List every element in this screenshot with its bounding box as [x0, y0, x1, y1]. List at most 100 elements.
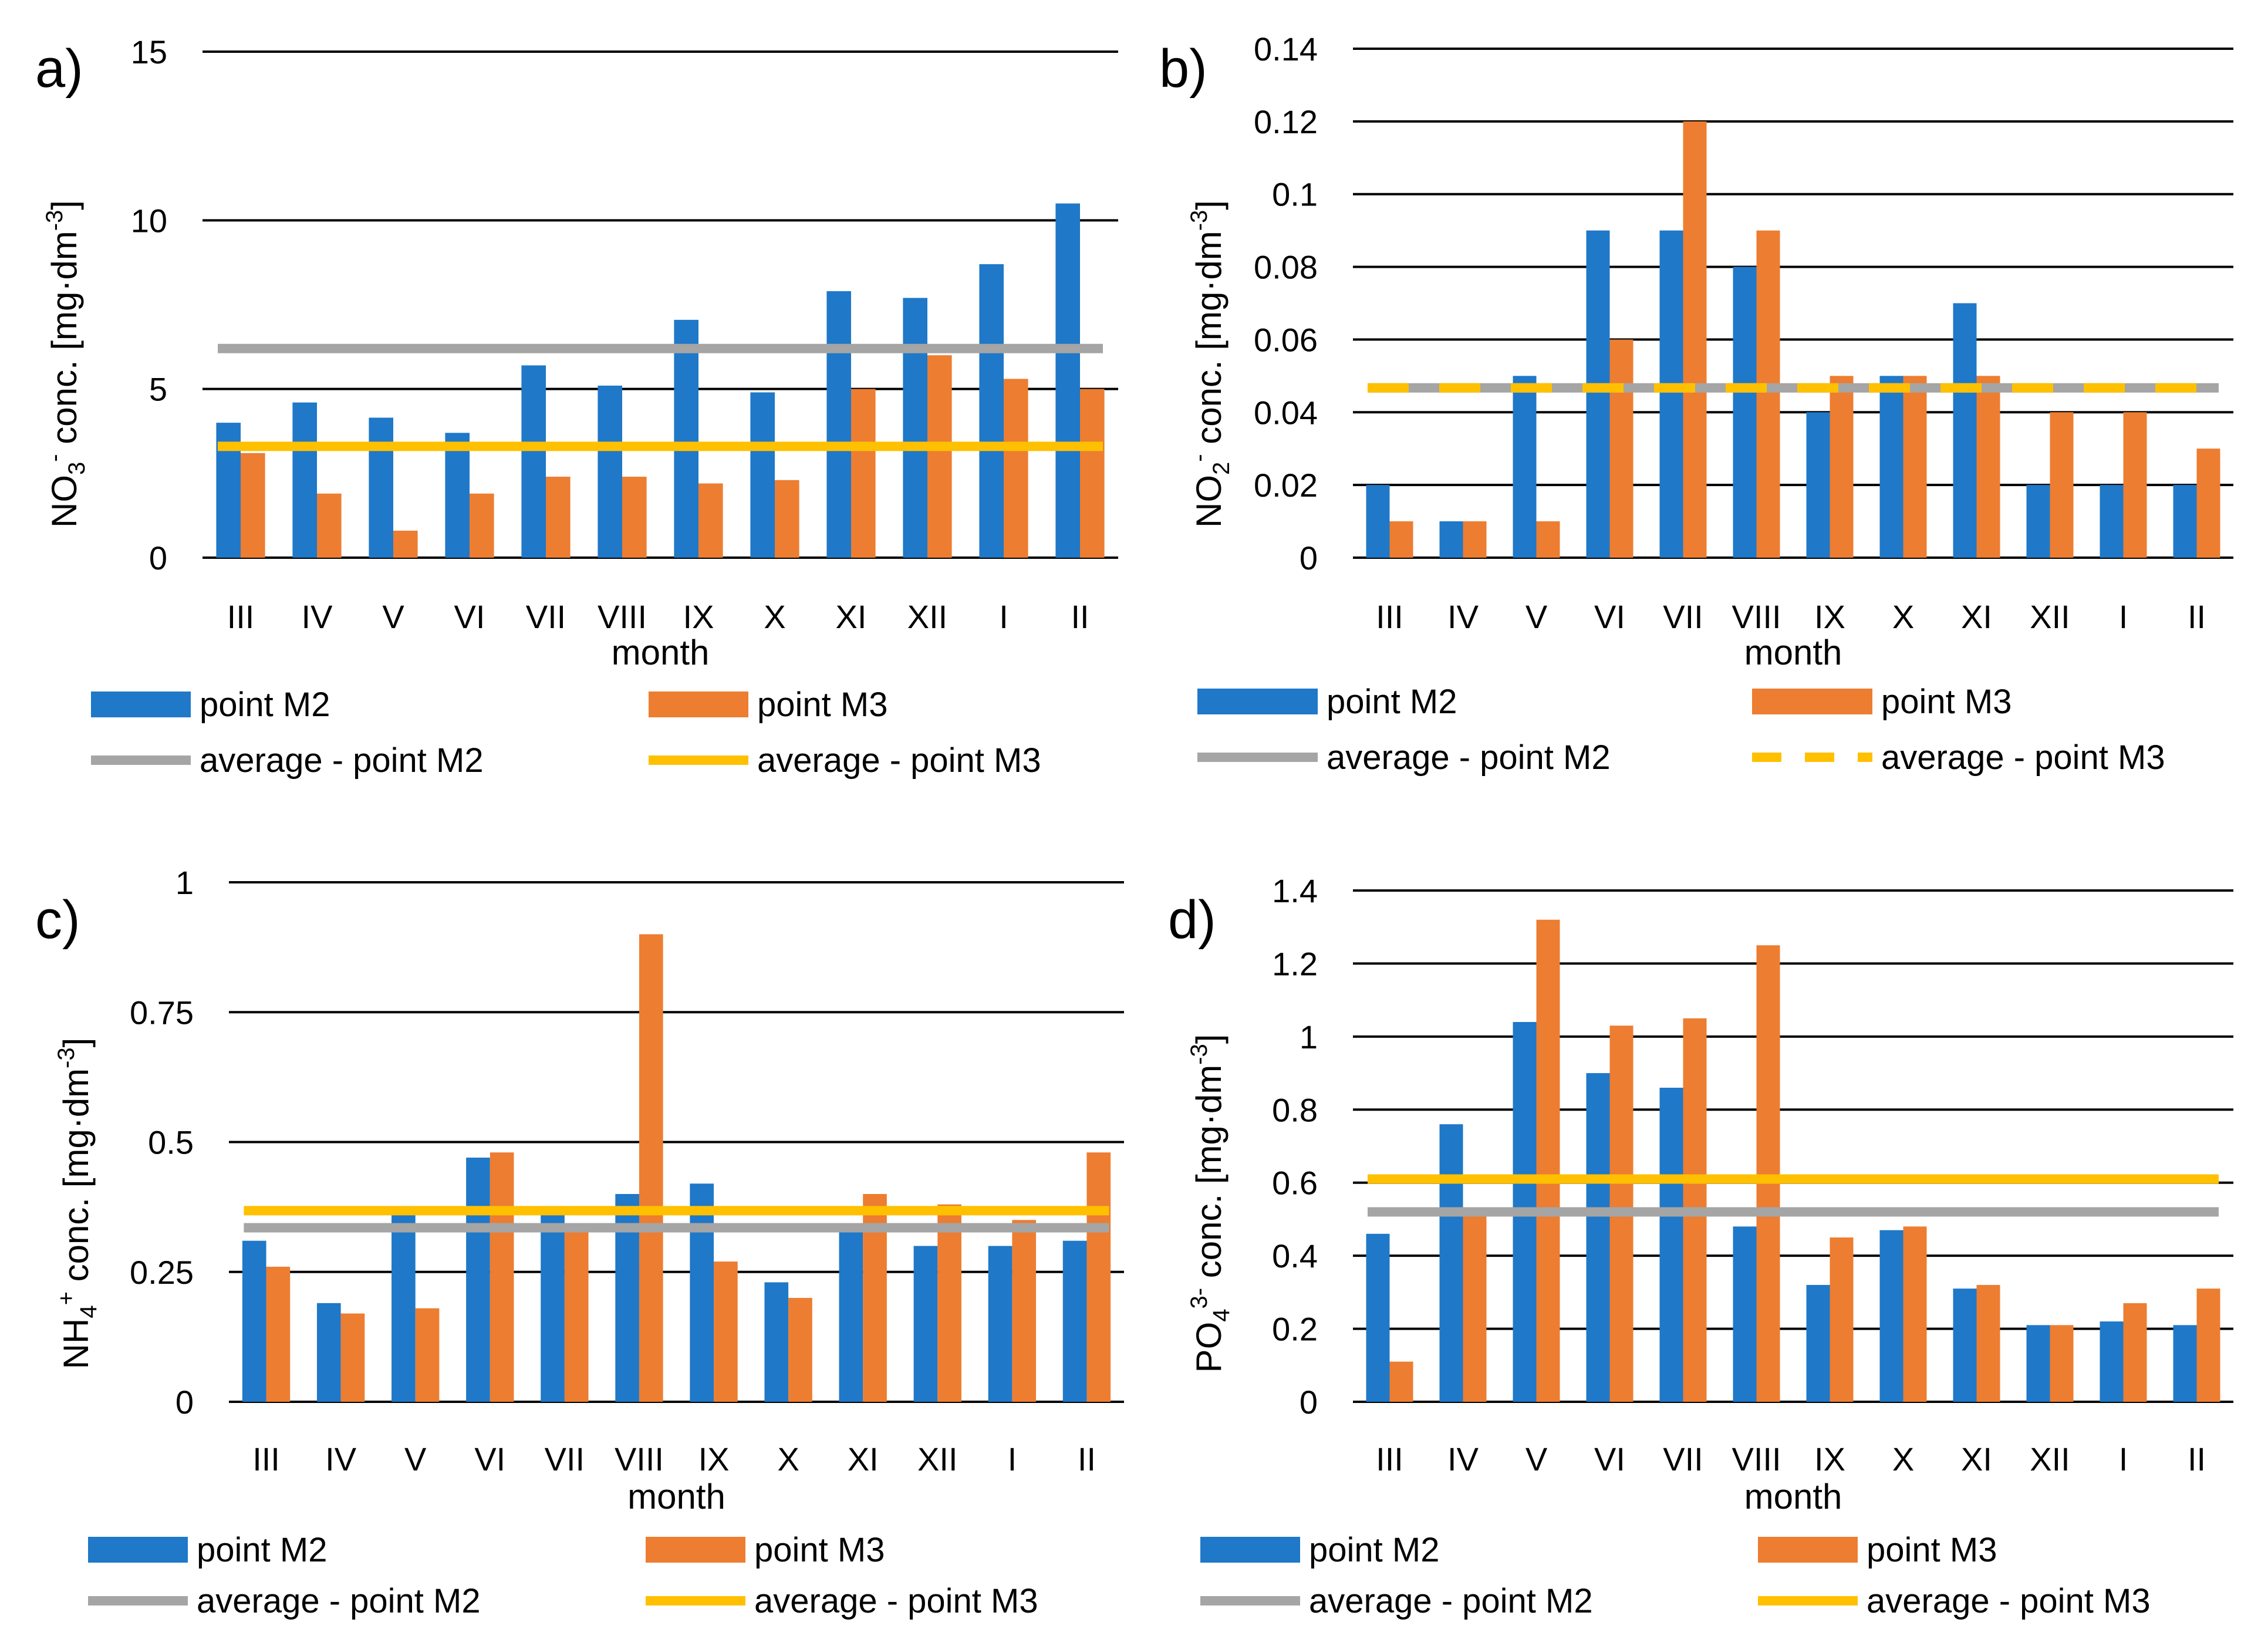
legend-average-m2-label: average - point M2: [1309, 1582, 1593, 1620]
bar-point-m3: [1389, 521, 1413, 558]
y-tick-label: 0.02: [1254, 467, 1318, 504]
panel-label: a): [35, 39, 83, 99]
bar-point-m2: [674, 319, 698, 558]
bar-point-m3: [1536, 521, 1560, 558]
x-tick-label: II: [2188, 598, 2206, 635]
bar-point-m2: [1586, 1073, 1610, 1402]
x-tick-label: I: [2119, 598, 2128, 635]
legend-point-m2-label: point M2: [1327, 683, 1457, 721]
bar-point-m3: [927, 355, 952, 558]
x-tick-label: XII: [2030, 598, 2070, 635]
x-tick-label: XII: [2030, 1441, 2070, 1478]
bar-point-m3: [1903, 1226, 1927, 1402]
bar-point-m3: [241, 453, 265, 558]
bar-point-m2: [988, 1246, 1013, 1402]
x-tick-label: X: [777, 1441, 799, 1478]
bar-point-m2: [292, 402, 317, 558]
legend-point-m3-swatch: [1752, 689, 1872, 714]
bar-point-m2: [1055, 203, 1080, 558]
x-tick-label: III: [1376, 1441, 1403, 1478]
bar-point-m3: [546, 477, 571, 558]
x-tick-label: V: [404, 1441, 427, 1478]
y-axis-title: NO3- conc. [mg·dm-3]: [42, 200, 90, 528]
bar-point-m2: [316, 1303, 341, 1402]
bar-point-m3: [564, 1230, 589, 1402]
bar-point-m2: [242, 1240, 266, 1402]
legend-average-m2-label: average - point M2: [197, 1582, 481, 1620]
bar-point-m3: [393, 531, 418, 558]
y-tick-label: 0.06: [1254, 321, 1318, 358]
bar-point-m3: [2123, 412, 2147, 558]
legend-point-m2-label: point M2: [197, 1531, 327, 1569]
bar-point-m3: [1756, 945, 1780, 1402]
x-tick-label: II: [1078, 1441, 1096, 1478]
x-tick-label: IV: [302, 598, 333, 635]
y-tick-label: 0.04: [1254, 394, 1318, 431]
bar-point-m2: [1659, 1087, 1683, 1402]
x-axis-title: month: [1744, 633, 1842, 672]
bar-point-m3: [1080, 389, 1105, 558]
x-tick-label: VI: [1594, 1441, 1625, 1478]
bar-point-m3: [2123, 1303, 2147, 1402]
bar-point-m2: [2100, 485, 2124, 558]
y-tick-label: 0.1: [1272, 176, 1318, 213]
y-tick-label: 0.2: [1272, 1311, 1318, 1348]
x-tick-label: IX: [1814, 1441, 1845, 1478]
y-tick-label: 1: [176, 864, 194, 901]
bar-point-m3: [639, 934, 663, 1402]
bar-point-m2: [1953, 303, 1977, 558]
legend-average-m3-label: average - point M3: [757, 741, 1041, 780]
x-tick-label: II: [2188, 1441, 2206, 1478]
bar-point-m3: [1389, 1361, 1413, 1402]
bar-point-m2: [369, 417, 393, 558]
bar-point-m2: [764, 1282, 789, 1402]
x-tick-label: III: [252, 1441, 280, 1478]
y-tick-label: 0.6: [1272, 1165, 1318, 1202]
x-tick-label: VII: [1663, 1441, 1703, 1478]
x-tick-label: XI: [848, 1441, 879, 1478]
bar-point-m2: [750, 392, 775, 558]
x-tick-label: VI: [1594, 598, 1625, 635]
bar-point-m3: [775, 480, 799, 558]
bar-point-m3: [340, 1313, 365, 1402]
bar-point-m3: [415, 1308, 440, 1402]
y-tick-label: 0.75: [130, 994, 194, 1031]
bar-point-m2: [1879, 1230, 1904, 1402]
legend-point-m3-swatch: [646, 1537, 745, 1563]
y-axis-title: PO43- conc. [mg·dm-3]: [1186, 1034, 1234, 1373]
x-tick-label: VIII: [1732, 598, 1781, 635]
bar-point-m2: [1439, 1124, 1463, 1402]
bar-point-m3: [2050, 1325, 2074, 1402]
x-tick-label: IV: [325, 1441, 357, 1478]
bar-point-m2: [1806, 1284, 1830, 1402]
y-tick-label: 0.4: [1272, 1237, 1318, 1274]
x-tick-label: VII: [545, 1441, 585, 1478]
bar-point-m2: [2026, 1325, 2050, 1402]
x-axis-title: month: [612, 633, 710, 672]
bar-point-m3: [2196, 1289, 2220, 1402]
bar-point-m3: [2050, 412, 2074, 558]
x-tick-label: VIII: [598, 598, 647, 635]
bar-point-m2: [1513, 376, 1537, 558]
bar-point-m3: [1012, 1220, 1037, 1402]
x-tick-label: XII: [907, 598, 947, 635]
x-tick-label: VII: [1663, 598, 1703, 635]
bar-point-m3: [1683, 121, 1707, 558]
x-tick-label: VI: [474, 1441, 505, 1478]
bar-point-m2: [903, 298, 927, 558]
bar-point-m3: [1463, 1212, 1487, 1402]
y-tick-label: 1.2: [1272, 945, 1318, 982]
bar-point-m2: [445, 433, 470, 558]
panel-label: c): [35, 890, 80, 950]
bar-point-m3: [490, 1152, 514, 1402]
bar-point-m3: [851, 389, 876, 558]
bar-point-m2: [1366, 485, 1390, 558]
legend-average-m3-label: average - point M3: [1867, 1582, 2151, 1620]
y-axis-title: NO2- conc. [mg·dm-3]: [1186, 200, 1234, 528]
legend-average-m3-label: average - point M3: [1881, 738, 2165, 777]
x-axis-title: month: [627, 1477, 725, 1516]
bar-point-m3: [1609, 339, 1634, 558]
x-tick-label: II: [1071, 598, 1089, 635]
